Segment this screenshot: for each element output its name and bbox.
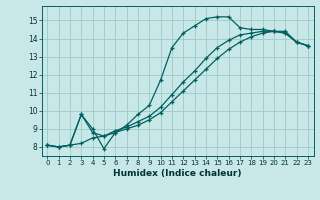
X-axis label: Humidex (Indice chaleur): Humidex (Indice chaleur) (113, 169, 242, 178)
